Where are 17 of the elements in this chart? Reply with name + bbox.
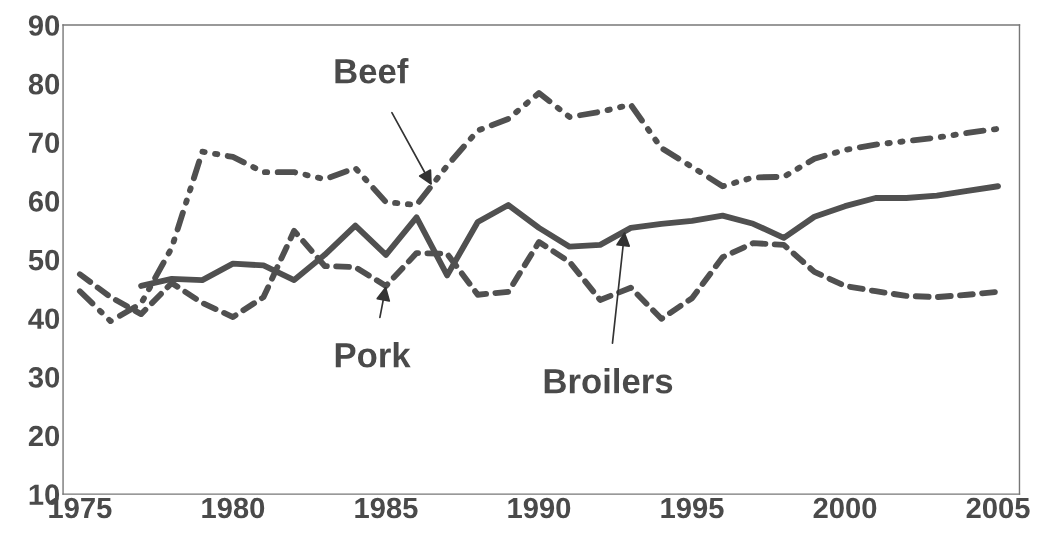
y-tick-label: 70 (29, 132, 60, 154)
y-tick-label: 80 (28, 73, 60, 95)
y-tick-label: 50 (28, 249, 60, 271)
annotation: Beef (335, 58, 409, 84)
x-tick-label: 2000 (813, 497, 877, 519)
x-tick-label: 1980 (202, 497, 265, 519)
x-tick-label: 2005 (966, 497, 1030, 519)
y-tick-label: 30 (28, 367, 60, 388)
y-tick-label: 60 (28, 191, 60, 212)
x-tick-label: 1985 (355, 497, 418, 519)
y-tick-label: 40 (28, 308, 60, 330)
x-tick-label: 1990 (508, 497, 571, 519)
y-tick-label: 90 (28, 15, 60, 36)
annotation: Broilers (544, 368, 673, 394)
x-tick-label: 1995 (661, 497, 724, 519)
y-tick-label: 20 (28, 425, 60, 447)
annotation: Pork (335, 341, 411, 368)
